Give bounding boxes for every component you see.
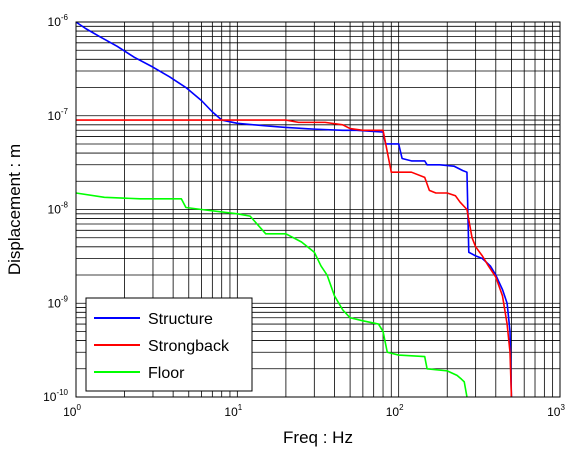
legend-label-floor: Floor <box>148 365 185 382</box>
x-tick-label: 103 <box>547 403 565 419</box>
tick-labels: 100 101 102 103 10-10 10-9 10-8 10-7 10-6 <box>43 13 565 419</box>
y-tick-label: 10-7 <box>48 107 69 123</box>
y-tick-label: 10-8 <box>48 201 69 217</box>
x-tick-label: 101 <box>224 403 242 419</box>
legend-label-structure: Structure <box>148 311 213 328</box>
x-axis-label: Freq : Hz <box>283 428 353 447</box>
y-tick-label: 10-9 <box>48 294 69 310</box>
y-tick-label: 10-10 <box>43 388 68 404</box>
x-tick-label: 100 <box>63 403 81 419</box>
x-tick-label: 102 <box>386 403 404 419</box>
series-line-strongback <box>76 119 513 398</box>
series-group <box>75 21 513 398</box>
y-axis-label: Displacement : m <box>5 144 24 275</box>
grid <box>76 22 560 397</box>
legend: Structure Strongback Floor <box>85 297 253 392</box>
legend-label-strongback: Strongback <box>148 338 230 355</box>
series-line-floor <box>75 192 468 398</box>
plot-frame <box>75 21 561 398</box>
y-tick-label: 10-6 <box>48 13 69 29</box>
